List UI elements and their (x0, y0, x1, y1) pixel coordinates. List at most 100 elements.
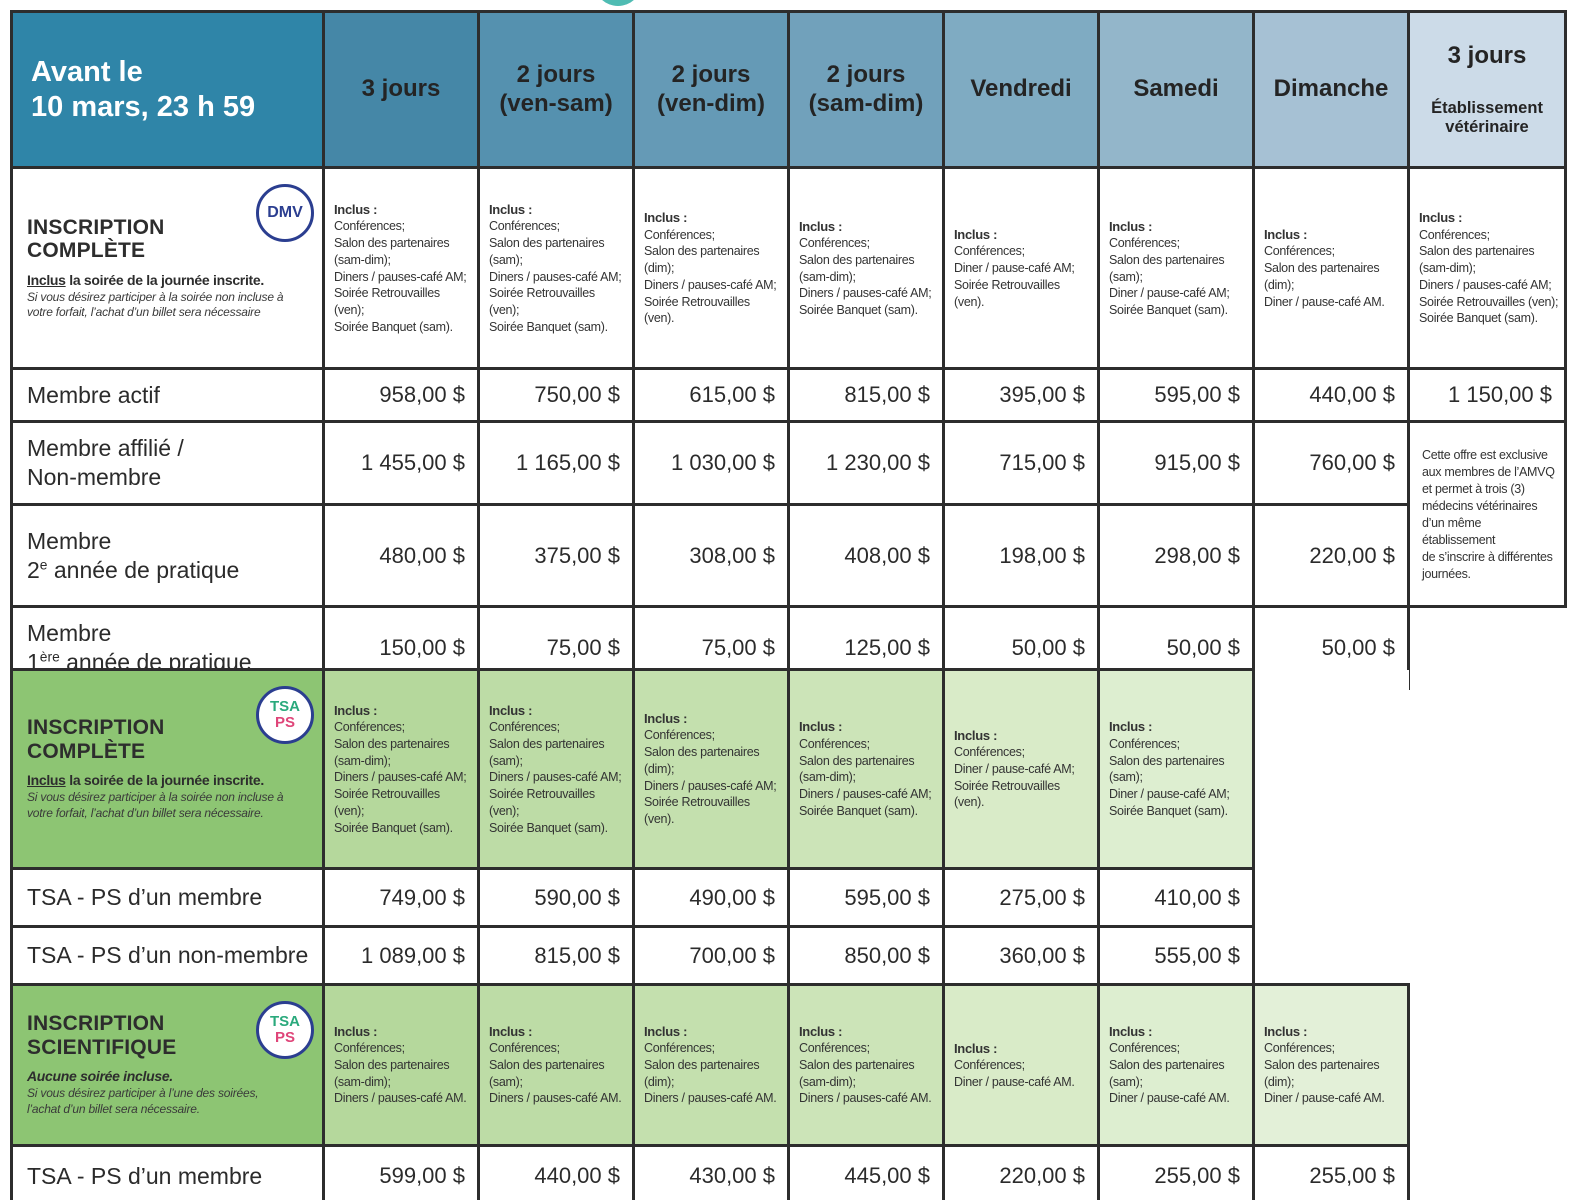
price-cell: 1 089,00 $ (322, 925, 480, 986)
inclusions-ven-sam: Inclus : Conférences; Salon des partenair… (477, 166, 635, 371)
col-header-2-jours-ven-dim: 2 jours (ven-dim) (632, 9, 790, 170)
price-cell: 595,00 $ (787, 867, 945, 928)
inclusions-ven-sam: Inclus : Conférences; Salon des partenair… (477, 668, 635, 870)
price-cell: 255,00 $ (1097, 1144, 1255, 1200)
price-cell: 275,00 $ (942, 867, 1100, 928)
tsa-badge-text: TSA (270, 698, 300, 716)
inclusions-samedi: Inclus : Conférences; Salon des partenair… (1097, 166, 1255, 371)
header-line2: Établissement vétérinaire (1431, 98, 1543, 136)
price-cell: 850,00 $ (787, 925, 945, 986)
table-row-tsa-membre: TSA - PS d’un membre 749,00 $ 590,00 $ 4… (10, 867, 1409, 928)
col-header-dimanche: Dimanche (1252, 9, 1410, 170)
price-cell: 815,00 $ (787, 367, 945, 424)
price-cell: 590,00 $ (477, 867, 635, 928)
price-cell: 480,00 $ (322, 503, 480, 609)
col-header-vendredi: Vendredi (942, 9, 1100, 170)
section-title: INSCRIPTION SCIENTIFIQUE (27, 1012, 177, 1059)
tsa-badge-text: TSA (270, 1013, 300, 1031)
table-row-membre-affilie: Membre affilié / Non-membre 1 455,00 $ 1… (10, 420, 1567, 609)
section-italic-note: Si vous désirez participer à l’une des s… (27, 1086, 259, 1117)
section-title: INSCRIPTION COMPLÈTE (27, 215, 165, 263)
price-cell: 308,00 $ (632, 503, 790, 609)
section-bold-note: Inclus la soirée de la journée inscrite. (27, 772, 264, 789)
price-cell: 749,00 $ (322, 867, 480, 928)
price-cell: 958,00 $ (322, 367, 480, 424)
price-cell: 410,00 $ (1097, 867, 1255, 928)
empty-cell (1253, 868, 1409, 927)
section-label-inscription-complete-dmv: INSCRIPTION COMPLÈTE DMV Inclus la soiré… (10, 166, 325, 371)
tsa-ps-pricing-table: INSCRIPTION COMPLÈTE TSA PS Inclus la so… (10, 668, 1410, 1200)
inclusions-vendredi: Inclus : Conférences; Diner / pause-café … (942, 983, 1100, 1147)
price-cell: 1 165,00 $ (477, 420, 635, 507)
price-cell: 615,00 $ (632, 367, 790, 424)
top-pricing-table: Avant le 10 mars, 23 h 59 3 jours 2 jour… (10, 9, 1567, 691)
price-cell: 1 150,00 $ (1407, 367, 1567, 424)
price-cell: 700,00 $ (632, 925, 790, 986)
price-cell: 1 230,00 $ (787, 420, 945, 507)
row-label: Membre 2e année de pratique (10, 503, 325, 609)
price-cell: 440,00 $ (477, 1144, 635, 1200)
row-label: TSA - PS d’un non-membre (10, 925, 325, 986)
price-cell: 395,00 $ (942, 367, 1100, 424)
price-cell: 750,00 $ (477, 367, 635, 424)
price-cell: 815,00 $ (477, 925, 635, 986)
inclusions-dimanche: Inclus : Conférences; Salon des partenair… (1252, 166, 1410, 371)
section-label-inscription-complete-tsa: INSCRIPTION COMPLÈTE TSA PS Inclus la so… (10, 668, 325, 870)
price-cell: 715,00 $ (942, 420, 1100, 507)
price-cell: 440,00 $ (1252, 367, 1410, 424)
price-cell: 490,00 $ (632, 867, 790, 928)
price-cell: 298,00 $ (1097, 503, 1255, 609)
row-label: TSA - PS d’un membre (10, 867, 325, 928)
col-header-3-jours: 3 jours (322, 9, 480, 170)
table-row-tsa-non-membre: TSA - PS d’un non-membre 1 089,00 $ 815,… (10, 925, 1409, 986)
ps-badge-text: PS (274, 1029, 295, 1046)
top-inclusions-row: INSCRIPTION COMPLÈTE DMV Inclus la soiré… (10, 166, 1567, 371)
row-label: Membre actif (10, 367, 325, 424)
empty-cell (1408, 606, 1566, 689)
price-cell: 1 455,00 $ (322, 420, 480, 507)
price-cell: 198,00 $ (942, 503, 1100, 609)
price-cell: 555,00 $ (1097, 925, 1255, 986)
underlined-word: Inclus (27, 271, 66, 288)
section-bold-note: Inclus la soirée de la journée inscrite. (27, 271, 264, 288)
inclusions-vendredi: Inclus : Conférences; Diner / pause-café … (942, 166, 1100, 371)
empty-cell (1253, 669, 1409, 869)
price-cell: 595,00 $ (1097, 367, 1255, 424)
inclusions-samedi: Inclus : Conférences; Salon des partenair… (1097, 983, 1255, 1147)
table-row-membre-actif: Membre actif 958,00 $ 750,00 $ 615,00 $ … (10, 367, 1567, 424)
price-cell: 445,00 $ (787, 1144, 945, 1200)
top-header-row: Avant le 10 mars, 23 h 59 3 jours 2 jour… (10, 9, 1567, 170)
exclusive-offer-note: Cette offre est exclusive aux membres de… (1407, 420, 1567, 609)
inclusions-dimanche: Inclus : Conférences; Salon des partenair… (1252, 983, 1410, 1147)
price-cell: 915,00 $ (1097, 420, 1255, 507)
section-label-inscription-scientifique: INSCRIPTION SCIENTIFIQUE TSA PS Aucune s… (10, 983, 325, 1147)
inclusions-3-jours: Inclus : Conférences; Salon des partenair… (322, 668, 480, 870)
price-cell: 375,00 $ (477, 503, 635, 609)
inclusions-3-jours: Inclus : Conférences; Salon des partenair… (322, 983, 480, 1147)
row-label: Membre affilié / Non-membre (10, 420, 325, 507)
logo-arc-partial (594, 0, 642, 6)
price-cell: 1 030,00 $ (632, 420, 790, 507)
inclusions-sam-dim: Inclus : Conférences; Salon des partenair… (787, 983, 945, 1147)
header-line1: 3 jours (1447, 42, 1527, 70)
inclusions-ven-dim: Inclus : Conférences; Salon des partenair… (632, 668, 790, 870)
underlined-word: Inclus (27, 772, 66, 789)
inclusions-ven-dim: Inclus : Conférences; Salon des partenair… (632, 166, 790, 371)
price-cell: 430,00 $ (632, 1144, 790, 1200)
col-header-3-jours-etablissement: 3 jours Établissement vétérinaire (1407, 9, 1567, 170)
price-cell: 760,00 $ (1252, 420, 1410, 507)
inclusions-sam-dim: Inclus : Conférences; Salon des partenair… (787, 166, 945, 371)
inclusions-sam-dim: Inclus : Conférences; Salon des partenair… (787, 668, 945, 870)
inclusions-etablissement: Inclus : Conférences; Salon des partenair… (1407, 166, 1567, 371)
section-title: INSCRIPTION COMPLÈTE (27, 716, 165, 763)
table-row-membre-2e-annee: Membre 2e année de pratique 480,00 $ 375,… (10, 503, 1566, 609)
tsa-ps-badge: TSA PS (256, 1001, 314, 1059)
complete-inclusions-row: INSCRIPTION COMPLÈTE TSA PS Inclus la so… (10, 668, 1409, 870)
col-header-samedi: Samedi (1097, 9, 1255, 170)
section-italic-note: Si vous désirez participer à la soirée n… (27, 790, 284, 821)
inclusions-ven-dim: Inclus : Conférences; Salon des partenair… (632, 983, 790, 1147)
section-bold-note: Aucune soirée incluse. (27, 1068, 173, 1085)
scientific-inclusions-row: INSCRIPTION SCIENTIFIQUE TSA PS Aucune s… (10, 983, 1410, 1147)
section-italic-note: Si vous désirez participer à la soirée n… (27, 289, 284, 320)
dmv-badge-text: DMV (267, 203, 303, 221)
